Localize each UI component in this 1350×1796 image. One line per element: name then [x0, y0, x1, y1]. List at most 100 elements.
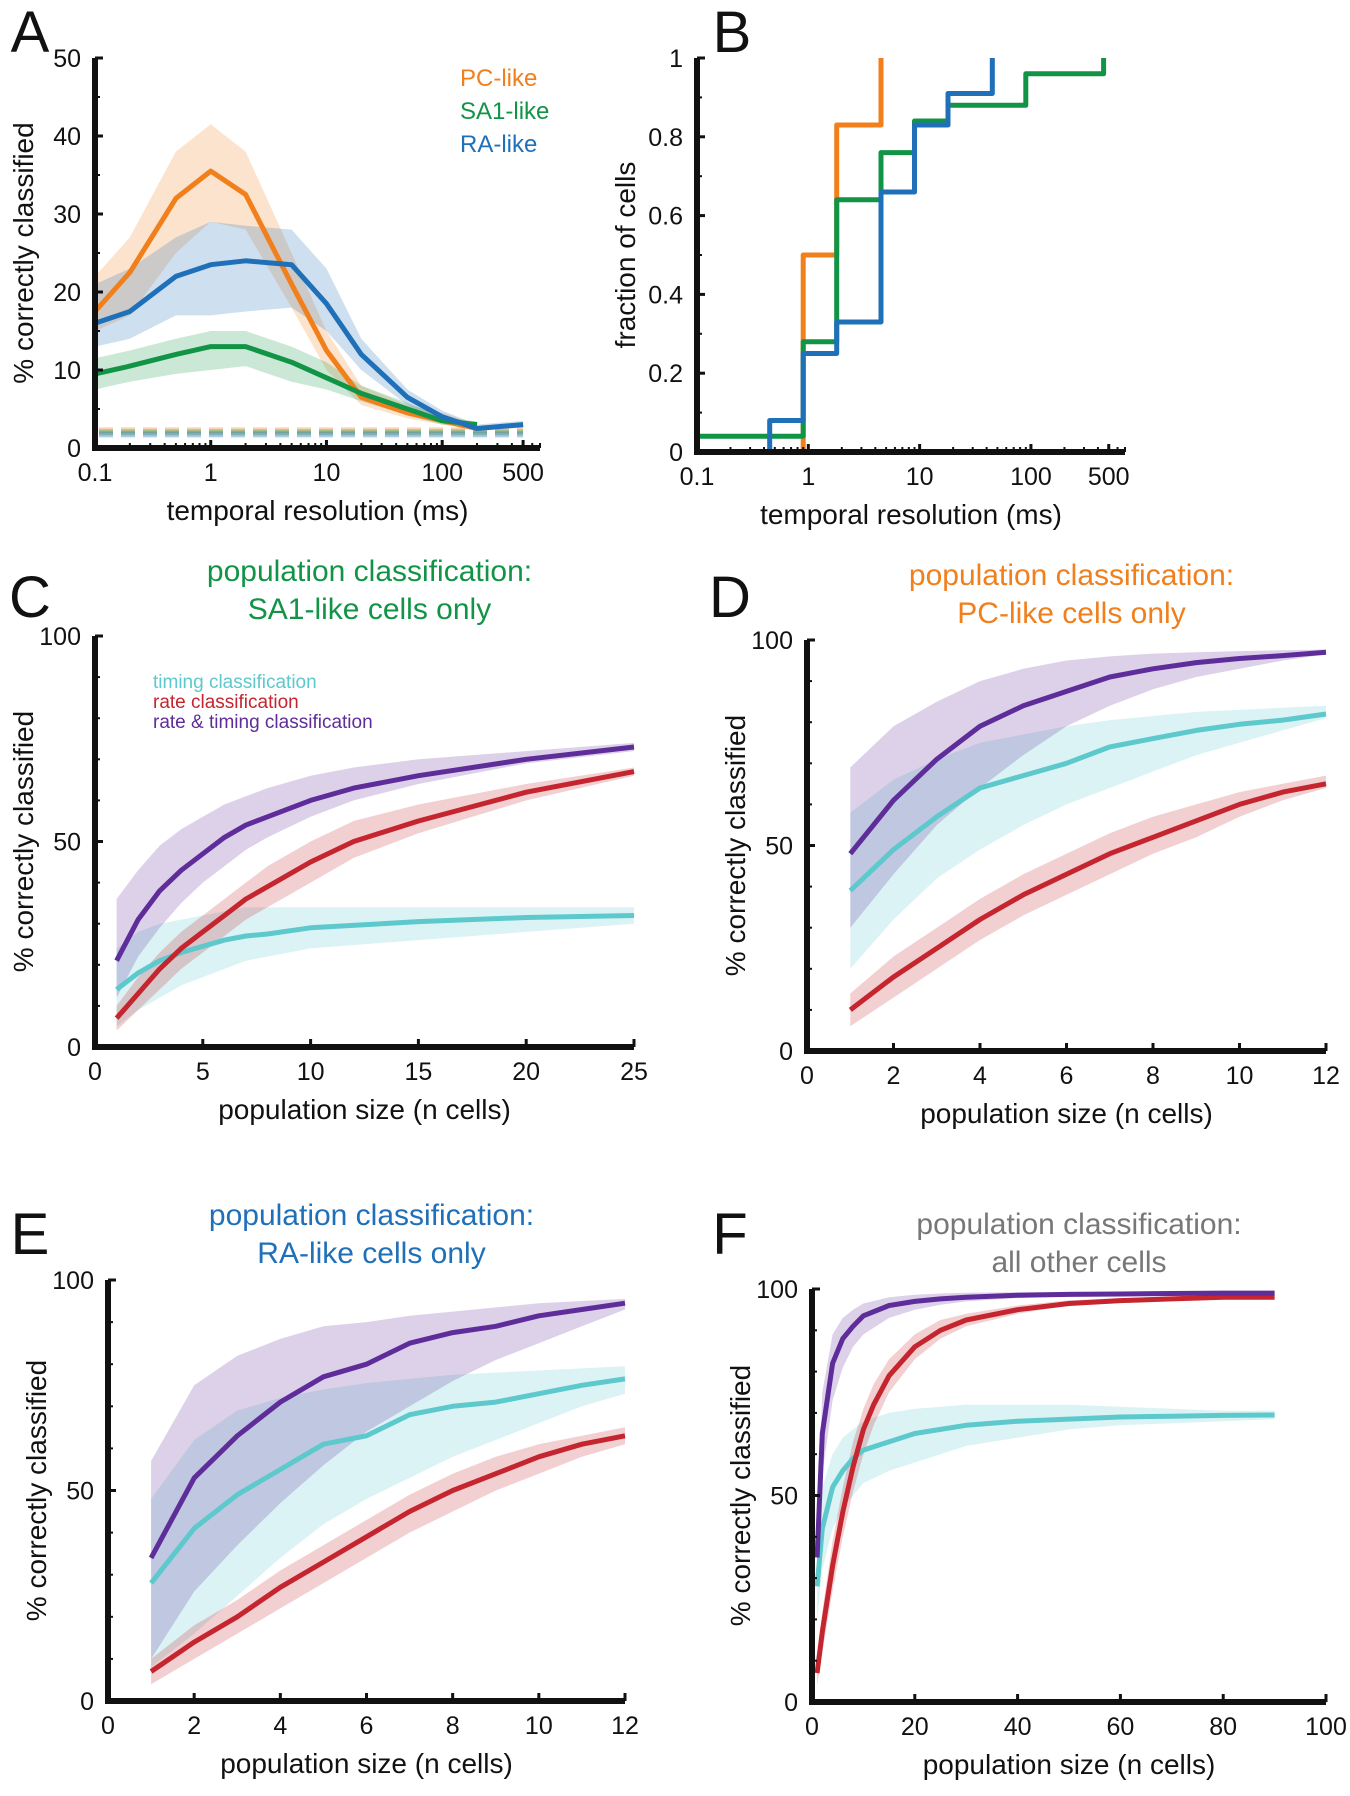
x-tick-label: 5	[196, 1058, 210, 1086]
chart-title-line: SA1-like cells only	[248, 593, 491, 626]
plot-area	[148, 1298, 626, 1685]
panel-a: A 0 10 20 30 40 50 0.1 1 10 100 500 temporal resolut…	[8, 0, 549, 526]
y-tick-label: 0	[779, 1038, 793, 1066]
panel-letter: C	[9, 565, 51, 630]
y-tick-label: 100	[751, 627, 793, 655]
y-tick-label: 100	[756, 1276, 798, 1304]
x-tick-label: 10	[313, 459, 341, 487]
legend-item: PC-like	[460, 65, 537, 92]
y-tick-label: 0	[669, 439, 683, 467]
series-line-rate	[149, 1433, 626, 1674]
x-tick-label: 60	[1106, 1713, 1134, 1741]
y-tick-label: 0.2	[648, 360, 683, 388]
x-tick-label: 15	[404, 1058, 432, 1086]
chart-title-line: population classification:	[207, 555, 532, 588]
band-ra	[95, 221, 524, 431]
series-line-rate	[848, 781, 1327, 1012]
x-tick-label: 100	[1010, 463, 1052, 491]
x-tick-label: 0.1	[78, 459, 113, 487]
x-axis-label: population size (n cells)	[218, 1094, 511, 1125]
chart-title-line: population classification:	[916, 1208, 1241, 1241]
band-timing	[151, 1366, 625, 1668]
y-tick-label: 0.4	[648, 281, 683, 309]
x-tick-label: 100	[421, 459, 463, 487]
legend-item: rate classification	[153, 692, 299, 713]
x-tick-label: 0.1	[680, 463, 715, 491]
plot-area	[848, 649, 1327, 1027]
x-tick-label: 6	[360, 1712, 374, 1740]
axes: 0 10 20 30 40 50 0.1 1 10 100 500	[53, 45, 544, 487]
x-axis-label: temporal resolution (ms)	[167, 495, 469, 526]
series-line-both	[848, 649, 1327, 856]
chart-title-line: PC-like cells only	[957, 597, 1185, 630]
x-tick-label: 20	[512, 1058, 540, 1086]
y-axis-label: % correctly classified	[21, 1360, 52, 1621]
y-tick-label: 0	[80, 1688, 94, 1716]
x-tick-label: 10	[297, 1058, 325, 1086]
plot-area	[114, 742, 635, 1031]
y-tick-label: 50	[66, 1478, 94, 1506]
series-line-pc	[800, 58, 884, 452]
series-line-sa1	[697, 58, 1107, 439]
x-tick-label: 4	[273, 1712, 287, 1740]
series-line-both	[148, 1300, 626, 1560]
y-tick-label: 0.8	[648, 124, 683, 152]
chart-title-line: population classification:	[209, 1199, 534, 1232]
panel-letter: E	[11, 1202, 50, 1267]
x-tick-label: 40	[1004, 1713, 1032, 1741]
panel-letter: F	[712, 1202, 747, 1267]
series-line-timing	[149, 1376, 626, 1585]
axes: 0 50 100 0 5 10 15 20 25	[39, 623, 648, 1086]
x-tick-label: 10	[1226, 1062, 1254, 1090]
legend: PC-like SA1-like RA-like	[460, 65, 549, 158]
x-tick-label: 0	[101, 1712, 115, 1740]
x-tick-label: 1	[204, 459, 218, 487]
axes: 0 50 100 0 20 40 60 80 100	[756, 1276, 1347, 1741]
series-line-sa1	[94, 344, 478, 428]
y-axis-label: fraction of cells	[610, 162, 641, 349]
series-line-both	[114, 744, 635, 962]
x-tick-label: 0	[88, 1058, 102, 1086]
series-line-timing	[848, 711, 1327, 893]
y-tick-label: 50	[765, 833, 793, 861]
x-tick-label: 25	[620, 1058, 648, 1086]
band-both	[850, 649, 1326, 928]
legend-item: rate & timing classification	[153, 712, 373, 733]
y-tick-label: 100	[39, 623, 81, 651]
plot-area	[814, 1290, 1275, 1686]
x-tick-label: 2	[887, 1062, 901, 1090]
x-tick-label: 80	[1209, 1713, 1237, 1741]
x-axis-label: temporal resolution (ms)	[760, 499, 1062, 530]
x-tick-label: 6	[1060, 1062, 1074, 1090]
legend-item: RA-like	[460, 131, 537, 158]
panel-letter: D	[709, 565, 751, 630]
band-timing	[850, 705, 1326, 969]
x-tick-label: 10	[906, 463, 934, 491]
panel-letter: A	[11, 0, 50, 65]
panel-letter: B	[713, 0, 752, 65]
series-line-ra	[94, 258, 524, 431]
series-line-rate	[814, 1294, 1275, 1674]
x-tick-label: 100	[1305, 1713, 1347, 1741]
y-tick-label: 50	[53, 45, 81, 73]
legend-item: SA1-like	[460, 98, 549, 125]
y-axis-label: % correctly classified	[725, 1365, 756, 1626]
band-rate	[850, 775, 1326, 1027]
y-tick-label: 0	[67, 435, 81, 463]
band-rate	[116, 767, 635, 1031]
x-tick-label: 8	[446, 1712, 460, 1740]
axes: 0 0.2 0.4 0.6 0.8 1 0.1 1 10 100 500	[648, 45, 1129, 491]
chart-title-line: RA-like cells only	[257, 1237, 485, 1270]
x-tick-label: 4	[973, 1062, 987, 1090]
x-tick-label: 2	[187, 1712, 201, 1740]
series-line-timing	[814, 1412, 1275, 1587]
y-tick-label: 30	[53, 201, 81, 229]
axes: 0 50 100 0 2 4 6 8 10 12	[52, 1267, 639, 1740]
legend-item: timing classification	[153, 672, 317, 693]
y-tick-label: 100	[52, 1267, 94, 1295]
x-tick-label: 0	[800, 1062, 814, 1090]
chart-title-line: population classification:	[909, 559, 1234, 592]
